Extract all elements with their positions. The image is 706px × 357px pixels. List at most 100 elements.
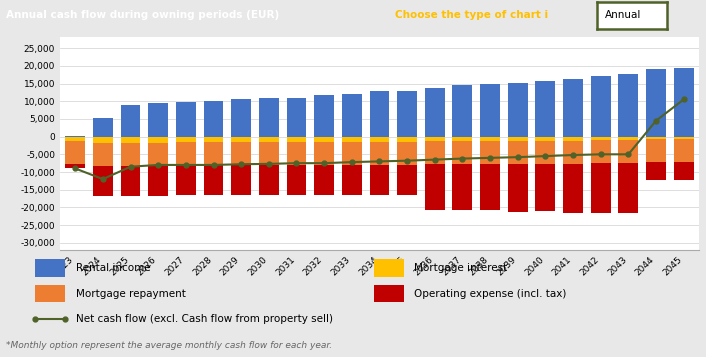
Bar (563, 79, 583, 137)
Bar (374, 285, 404, 302)
Bar (232, 142, 251, 165)
Bar (232, 165, 251, 195)
Bar (374, 259, 404, 277)
Bar (397, 137, 417, 142)
Bar (314, 137, 334, 142)
Bar (65, 141, 85, 164)
Bar (35, 285, 65, 302)
Bar (176, 165, 196, 195)
Bar (508, 164, 527, 212)
Bar (314, 142, 334, 165)
Bar (646, 137, 666, 140)
Bar (121, 166, 140, 196)
Bar (591, 137, 611, 140)
Bar (508, 141, 527, 164)
Bar (287, 137, 306, 142)
Text: Rental income: Rental income (76, 263, 150, 273)
Bar (646, 140, 666, 162)
Bar (259, 142, 279, 165)
Bar (453, 164, 472, 210)
Bar (342, 165, 361, 195)
Bar (591, 140, 611, 163)
Bar (618, 140, 638, 163)
Bar (93, 137, 113, 143)
Bar (148, 103, 168, 137)
Bar (287, 165, 306, 195)
Bar (121, 143, 140, 166)
Bar (148, 166, 168, 196)
Bar (93, 166, 113, 196)
Text: Choose the type of chart i: Choose the type of chart i (395, 10, 549, 20)
Bar (259, 165, 279, 195)
Bar (480, 164, 500, 210)
Bar (203, 142, 224, 165)
Bar (674, 162, 694, 180)
Bar (425, 164, 445, 210)
Bar (508, 83, 527, 137)
Bar (646, 69, 666, 137)
Bar (480, 84, 500, 137)
Bar (121, 105, 140, 137)
Bar (425, 141, 445, 164)
Bar (646, 162, 666, 180)
Bar (232, 137, 251, 142)
Bar (65, 137, 85, 141)
Bar (176, 142, 196, 165)
Bar (176, 137, 196, 142)
Bar (314, 95, 334, 137)
Bar (425, 88, 445, 137)
Bar (397, 91, 417, 137)
Bar (508, 137, 527, 141)
Bar (674, 137, 694, 140)
Bar (342, 142, 361, 165)
Bar (65, 164, 85, 168)
Text: *Monthly option represent the average monthly cash flow for each year.: *Monthly option represent the average mo… (6, 341, 332, 350)
Bar (176, 102, 196, 137)
Bar (342, 137, 361, 142)
Bar (314, 165, 334, 195)
Bar (535, 137, 556, 141)
Bar (480, 141, 500, 164)
Bar (535, 81, 556, 137)
Bar (369, 91, 390, 137)
Bar (203, 165, 224, 195)
Bar (203, 101, 224, 137)
Bar (287, 142, 306, 165)
Bar (35, 259, 65, 277)
Bar (453, 141, 472, 164)
Bar (148, 137, 168, 143)
Bar (591, 76, 611, 137)
Bar (563, 137, 583, 141)
Text: Net cash flow (excl. Cash flow from property sell): Net cash flow (excl. Cash flow from prop… (76, 314, 333, 325)
Bar (397, 165, 417, 195)
Bar (563, 164, 583, 213)
Text: Operating expense (incl. tax): Operating expense (incl. tax) (414, 288, 567, 299)
Bar (65, 136, 85, 137)
Bar (674, 67, 694, 137)
Bar (369, 137, 390, 142)
Bar (674, 140, 694, 162)
Text: Annual: Annual (605, 10, 642, 20)
Text: Mortgage interest: Mortgage interest (414, 263, 508, 273)
Bar (369, 165, 390, 195)
Bar (563, 141, 583, 164)
Bar (480, 137, 500, 141)
Bar (93, 143, 113, 166)
Bar (259, 137, 279, 142)
Text: Mortgage repayment: Mortgage repayment (76, 288, 186, 299)
Bar (397, 142, 417, 165)
Bar (591, 163, 611, 213)
Bar (618, 163, 638, 213)
Bar (287, 98, 306, 137)
Text: Annual cash flow during owning periods (EUR): Annual cash flow during owning periods (… (6, 10, 279, 20)
Bar (203, 137, 224, 142)
Bar (148, 143, 168, 166)
Bar (453, 85, 472, 137)
Bar (453, 137, 472, 141)
Bar (121, 137, 140, 143)
Bar (535, 141, 556, 164)
Bar (618, 137, 638, 140)
Bar (342, 94, 361, 137)
Bar (259, 99, 279, 137)
Bar (93, 118, 113, 137)
